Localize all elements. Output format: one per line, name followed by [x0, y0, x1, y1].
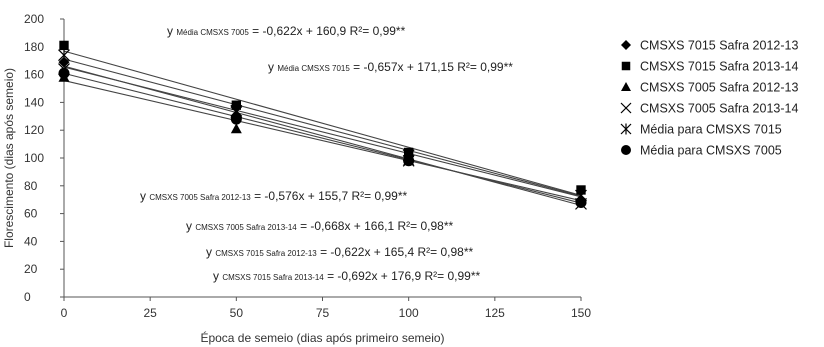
equation-y: y	[268, 60, 277, 74]
equation-label: y CMSXS 7015 Safra 2012-13 = -0,622x + 1…	[206, 245, 474, 259]
equation-label: y Média CMSXS 7005 = -0,622x + 160,9 R²=…	[167, 24, 406, 38]
data-point-circle	[575, 196, 587, 208]
y-tick-label: 0	[24, 290, 31, 304]
x-axis-title: Época de semeio (dias após primeiro seme…	[200, 330, 444, 345]
legend-label: CMSXS 7015 Safra 2013-14	[640, 60, 798, 74]
legend-label: CMSXS 7005 Safra 2013-14	[640, 102, 798, 116]
y-tick-label: 160	[24, 68, 44, 82]
data-point-circle	[230, 113, 242, 125]
legend-label: Média para CMSXS 7005	[640, 144, 782, 158]
equation-formula: = -0,657x + 171,15 R²= 0,99**	[350, 60, 513, 74]
data-point-asterisk	[58, 49, 70, 62]
equation-y: y	[186, 219, 195, 233]
equation-y: y	[213, 269, 222, 283]
x-tick-label: 125	[485, 306, 505, 320]
equation-y: y	[140, 189, 149, 203]
equation-formula: = -0,668x + 166,1 R²= 0,98**	[297, 219, 454, 233]
trendline	[63, 66, 582, 198]
equation-subscript: CMSXS 7005 Safra 2013-14	[195, 223, 297, 232]
equation-subscript: CMSXS 7015 Safra 2012-13	[215, 249, 317, 258]
legend-marker-circle	[621, 145, 631, 155]
equation-formula: = -0,692x + 176,9 R²= 0,99**	[324, 269, 481, 283]
y-tick-label: 120	[24, 123, 44, 137]
x-tick-label: 100	[399, 306, 419, 320]
y-axis-title: Florescimento (dias após semeio)	[2, 68, 16, 248]
y-tick-label: 40	[24, 234, 38, 248]
data-point-circle	[403, 155, 415, 167]
x-tick-label: 0	[61, 306, 68, 320]
data-points	[58, 40, 587, 210]
data-point-triangle	[230, 123, 242, 134]
trendline	[63, 80, 582, 202]
equation-label: y CMSXS 7005 Safra 2012-13 = -0,576x + 1…	[140, 189, 408, 203]
equation-formula: = -0,622x + 160,9 R²= 0,99**	[249, 24, 406, 38]
axes: 0 20 40 60 80 100 120 140 160 180 200 0 25 50 75 100 125…	[24, 12, 591, 320]
equation-annotations: y Média CMSXS 7005 = -0,622x + 160,9 R²=…	[140, 24, 513, 283]
y-tick-label: 60	[24, 207, 38, 221]
legend-label: CMSXS 7015 Safra 2012-13	[640, 39, 798, 53]
trendline	[63, 72, 582, 204]
legend-marker-x	[620, 102, 632, 114]
y-tick-label: 20	[24, 262, 38, 276]
equation-subscript: Média CMSXS 7015	[277, 64, 350, 73]
equation-subscript: Média CMSXS 7005	[176, 28, 249, 37]
y-tick-label: 80	[24, 179, 38, 193]
equation-label: y Média CMSXS 7015 = -0,657x + 171,15 R²…	[268, 60, 513, 74]
equation-subscript: CMSXS 7005 Safra 2012-13	[149, 193, 251, 202]
trendline	[63, 50, 582, 196]
equation-label: y CMSXS 7005 Safra 2013-14 = -0,668x + 1…	[186, 219, 454, 233]
y-tick-label: 180	[24, 40, 44, 54]
legend-label: CMSXS 7005 Safra 2012-13	[640, 81, 798, 95]
equation-formula: = -0,576x + 155,7 R²= 0,99**	[251, 189, 408, 203]
equation-label: y CMSXS 7015 Safra 2013-14 = -0,692x + 1…	[213, 269, 481, 283]
x-tick-label: 150	[571, 306, 591, 320]
data-point-circle	[58, 67, 70, 79]
legend-marker-asterisk	[620, 123, 632, 135]
data-point-diamond	[58, 56, 70, 68]
equation-formula: = -0,622x + 165,4 R²= 0,98**	[317, 245, 474, 259]
y-tick-label: 100	[24, 151, 44, 165]
equation-y: y	[206, 245, 215, 259]
x-tick-label: 75	[316, 306, 330, 320]
equation-y: y	[167, 24, 176, 38]
legend-marker-square	[621, 61, 631, 71]
x-tick-label: 50	[230, 306, 244, 320]
trendline	[63, 58, 582, 197]
equation-subscript: CMSXS 7015 Safra 2013-14	[222, 273, 324, 282]
trendline	[63, 65, 582, 206]
y-tick-label: 200	[24, 12, 44, 26]
trendlines	[63, 50, 582, 206]
x-tick-label: 25	[143, 306, 157, 320]
legend-marker-triangle	[621, 82, 631, 91]
legend-marker-diamond	[621, 40, 631, 50]
legend: CMSXS 7015 Safra 2012-13 CMSXS 7015 Safra…	[620, 39, 798, 158]
y-tick-label: 140	[24, 95, 44, 109]
legend-label: Média para CMSXS 7015	[640, 123, 782, 137]
data-point-square	[59, 40, 69, 51]
